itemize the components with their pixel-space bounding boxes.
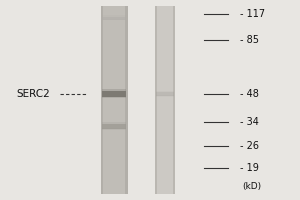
Bar	[173, 6, 175, 194]
Text: SERC2: SERC2	[16, 89, 50, 99]
Bar	[156, 92, 174, 96]
Bar	[102, 96, 126, 98]
Bar	[102, 91, 126, 97]
Text: - 34: - 34	[240, 117, 259, 127]
Text: - 85: - 85	[240, 35, 259, 45]
Bar	[156, 95, 174, 97]
Bar	[102, 89, 126, 91]
Bar	[100, 6, 103, 194]
Bar	[100, 6, 127, 194]
Bar	[155, 6, 157, 194]
Bar	[102, 17, 126, 20]
Bar	[156, 91, 174, 92]
Bar	[102, 128, 126, 130]
Text: (kD): (kD)	[242, 182, 262, 190]
Bar	[125, 6, 128, 194]
Text: - 117: - 117	[240, 9, 265, 19]
Text: - 26: - 26	[240, 141, 259, 151]
Text: - 19: - 19	[240, 163, 259, 173]
Bar	[102, 122, 126, 124]
Bar	[102, 19, 126, 20]
Text: - 48: - 48	[240, 89, 259, 99]
Bar	[102, 124, 126, 129]
Bar	[155, 6, 175, 194]
Bar	[102, 15, 126, 17]
